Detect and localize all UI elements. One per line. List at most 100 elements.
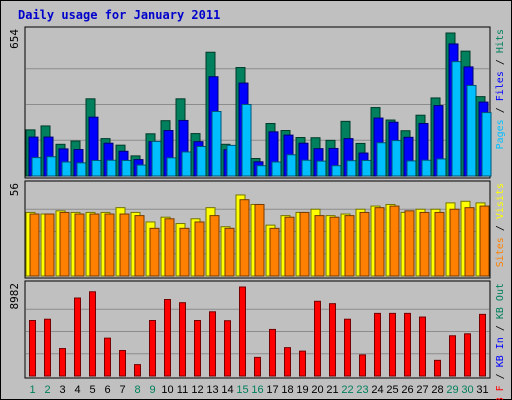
bar-traffic-kbytes-day-6 [104,337,111,377]
bar-visits-sites-day-1 [29,213,40,277]
bar-requests-pages-day-2 [46,156,57,177]
bar-visits-sites-day-17 [269,227,280,277]
x-tick-day-31: 31 [476,384,488,396]
x-tick-day-9: 9 [149,384,155,396]
x-tick-day-1: 1 [29,384,35,396]
bar-visits-sites-day-9 [149,227,160,277]
x-tick-day-12: 12 [191,384,203,396]
bar-requests-pages-day-1 [31,157,42,177]
x-tick-day-18: 18 [281,384,293,396]
panel-requests-legend-part-4: Hits [495,29,506,53]
bar-requests-pages-day-8 [136,164,147,177]
bar-requests-pages-day-6 [106,159,117,177]
bar-traffic-kbytes-day-18 [284,347,291,377]
x-tick-day-17: 17 [266,384,278,396]
panel-requests-legend-part-0: Pages [495,119,506,149]
bar-requests-pages-day-9 [151,140,162,177]
panel-traffic: 8982 KB F / KB In / KB Out [8,280,506,400]
panel-traffic-legend-part-4: KB Out [495,283,506,319]
x-tick-day-14: 14 [221,384,233,396]
bar-traffic-kbytes-day-25 [389,312,396,377]
x-tick-day-8: 8 [134,384,140,396]
panel-visits-legend-part-2: Visits [495,183,506,219]
panel-visits: 56 Sites / Visits [8,180,506,279]
x-tick-day-10: 10 [161,384,173,396]
x-tick-day-29: 29 [446,384,458,396]
bar-visits-sites-day-15 [239,199,250,277]
x-tick-day-23: 23 [356,384,368,396]
bar-visits-sites-day-28 [434,211,445,277]
bar-requests-pages-day-26 [406,160,417,177]
bar-visits-sites-day-20 [314,215,325,277]
x-axis-labels: 1 2 3 4 5 6 7 8 9 10 11 12 13 14 15 16 17 18 19 20 21 22 23 24 2… [29,384,488,396]
bar-requests-pages-day-21 [331,165,342,177]
panel-visits-legend: Sites / Visits [495,183,506,267]
bar-visits-sites-day-7 [119,213,130,277]
bar-requests-pages-day-30 [466,84,477,177]
bar-traffic-kbytes-day-14 [224,320,231,377]
bar-visits-sites-day-30 [464,207,475,277]
x-tick-day-26: 26 [401,384,413,396]
bar-visits-sites-day-3 [59,211,70,277]
panel-visits-max-label: 56 [8,183,21,196]
panel-requests-max-label: 654 [8,29,21,49]
panel-traffic-max-label: 8982 [8,283,21,310]
panel-traffic-legend-part-3: / [495,319,506,337]
chart-panels: 654 Pages / Files / Hits 56 Sites / Visits 8… [8,26,506,400]
bar-traffic-kbytes-day-12 [194,320,201,377]
bar-visits-sites-day-31 [479,205,490,277]
bar-requests-pages-day-5 [91,159,102,177]
bar-visits-sites-day-6 [104,213,115,277]
bar-visits-sites-day-25 [389,205,400,277]
bar-traffic-kbytes-day-23 [359,354,366,377]
bar-visits-sites-day-27 [419,211,430,277]
panel-traffic-legend-part-0: KB F [495,385,506,400]
bar-traffic-kbytes-day-3 [59,348,66,377]
bar-traffic-kbytes-day-13 [209,311,216,377]
bar-traffic-kbytes-day-27 [419,316,426,377]
bar-traffic-kbytes-day-7 [119,350,126,377]
bar-traffic-kbytes-day-5 [89,291,96,377]
x-tick-day-21: 21 [326,384,338,396]
bar-traffic-kbytes-day-9 [149,320,156,377]
x-tick-day-16: 16 [251,384,263,396]
bar-requests-pages-day-31 [481,112,492,177]
bar-visits-sites-day-19 [299,211,310,277]
panel-requests-legend-part-1: / [495,101,506,119]
panel-requests-legend-part-2: Files [495,71,506,101]
panel-requests-legend-part-3: / [495,53,506,71]
panel-visits-legend-part-1: / [495,219,506,237]
x-tick-day-4: 4 [74,384,80,396]
bar-requests-pages-day-19 [301,159,312,177]
x-tick-day-19: 19 [296,384,308,396]
bar-requests-pages-day-28 [436,158,447,177]
bar-visits-sites-day-23 [359,211,370,277]
bar-requests-pages-day-13 [211,111,222,177]
bar-visits-sites-day-10 [164,218,175,277]
bar-traffic-kbytes-day-19 [299,350,306,377]
bar-visits-sites-day-22 [344,215,355,277]
bar-requests-pages-day-25 [391,140,402,177]
bar-traffic-kbytes-day-28 [434,359,441,377]
panel-requests-legend: Pages / Files / Hits [495,29,506,149]
x-tick-day-25: 25 [386,384,398,396]
bar-visits-sites-day-14 [224,227,235,277]
bar-traffic-kbytes-day-1 [29,320,36,377]
bar-traffic-kbytes-day-15 [239,286,246,377]
bar-traffic-kbytes-day-16 [254,356,261,377]
panel-traffic-legend-part-2: KB In [495,337,506,367]
bar-requests-pages-day-16 [256,165,267,177]
x-tick-day-22: 22 [341,384,353,396]
bar-visits-sites-day-13 [209,215,220,277]
bar-traffic-kbytes-day-22 [344,318,351,377]
bar-visits-sites-day-8 [134,215,145,277]
x-tick-day-20: 20 [311,384,323,396]
bar-requests-pages-day-7 [121,159,132,177]
bar-traffic-kbytes-day-8 [134,364,141,377]
x-tick-day-24: 24 [371,384,383,396]
bar-requests-pages-day-15 [241,104,252,177]
x-tick-day-3: 3 [59,384,65,396]
x-tick-day-30: 30 [461,384,473,396]
bar-requests-pages-day-23 [361,159,372,177]
